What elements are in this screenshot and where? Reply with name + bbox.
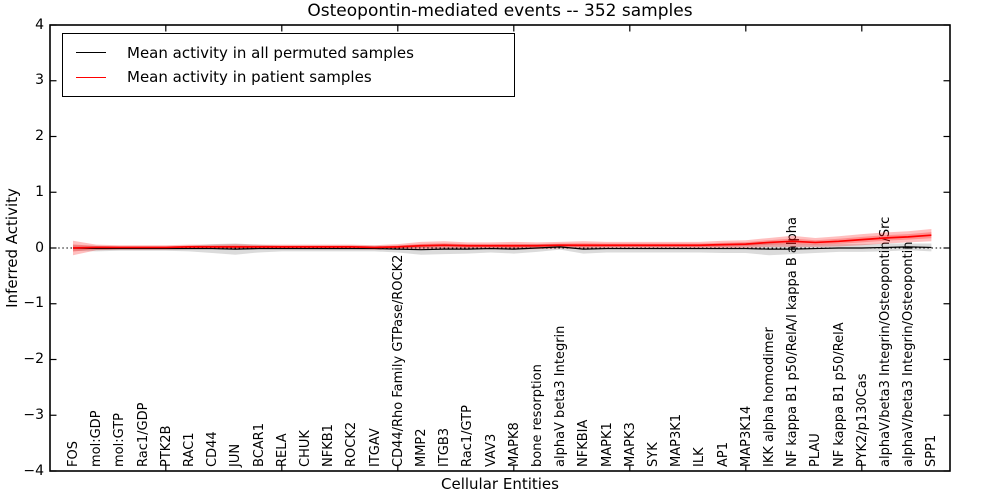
legend: Mean activity in all permuted samples Me… <box>62 33 515 97</box>
y-tick-label: 1 <box>35 183 44 200</box>
legend-label-permuted: Mean activity in all permuted samples <box>127 43 414 62</box>
patient-mean-line <box>72 234 932 249</box>
chart-title: Osteopontin-mediated events -- 352 sampl… <box>307 1 693 21</box>
y-tick-label: −2 <box>23 351 44 367</box>
y-tick-label: −3 <box>23 406 44 423</box>
patient-line-sample-icon <box>76 76 106 78</box>
permuted-line-sample-icon <box>76 52 106 54</box>
y-tick-label: −4 <box>23 462 44 479</box>
x-axis-label: Cellular Entities <box>441 475 559 493</box>
legend-label-patient: Mean activity in patient samples <box>127 68 372 87</box>
y-tick-label: −1 <box>23 295 44 312</box>
y-tick-label: 2 <box>35 128 44 144</box>
legend-row-patient: Mean activity in patient samples <box>63 68 514 86</box>
y-tick-label: 0 <box>35 239 44 256</box>
y-tick-label: 4 <box>35 16 44 33</box>
y-tick-label: 3 <box>35 72 44 89</box>
permuted-mean-line <box>72 246 932 251</box>
legend-row-permuted: Mean activity in all permuted samples <box>63 44 514 62</box>
